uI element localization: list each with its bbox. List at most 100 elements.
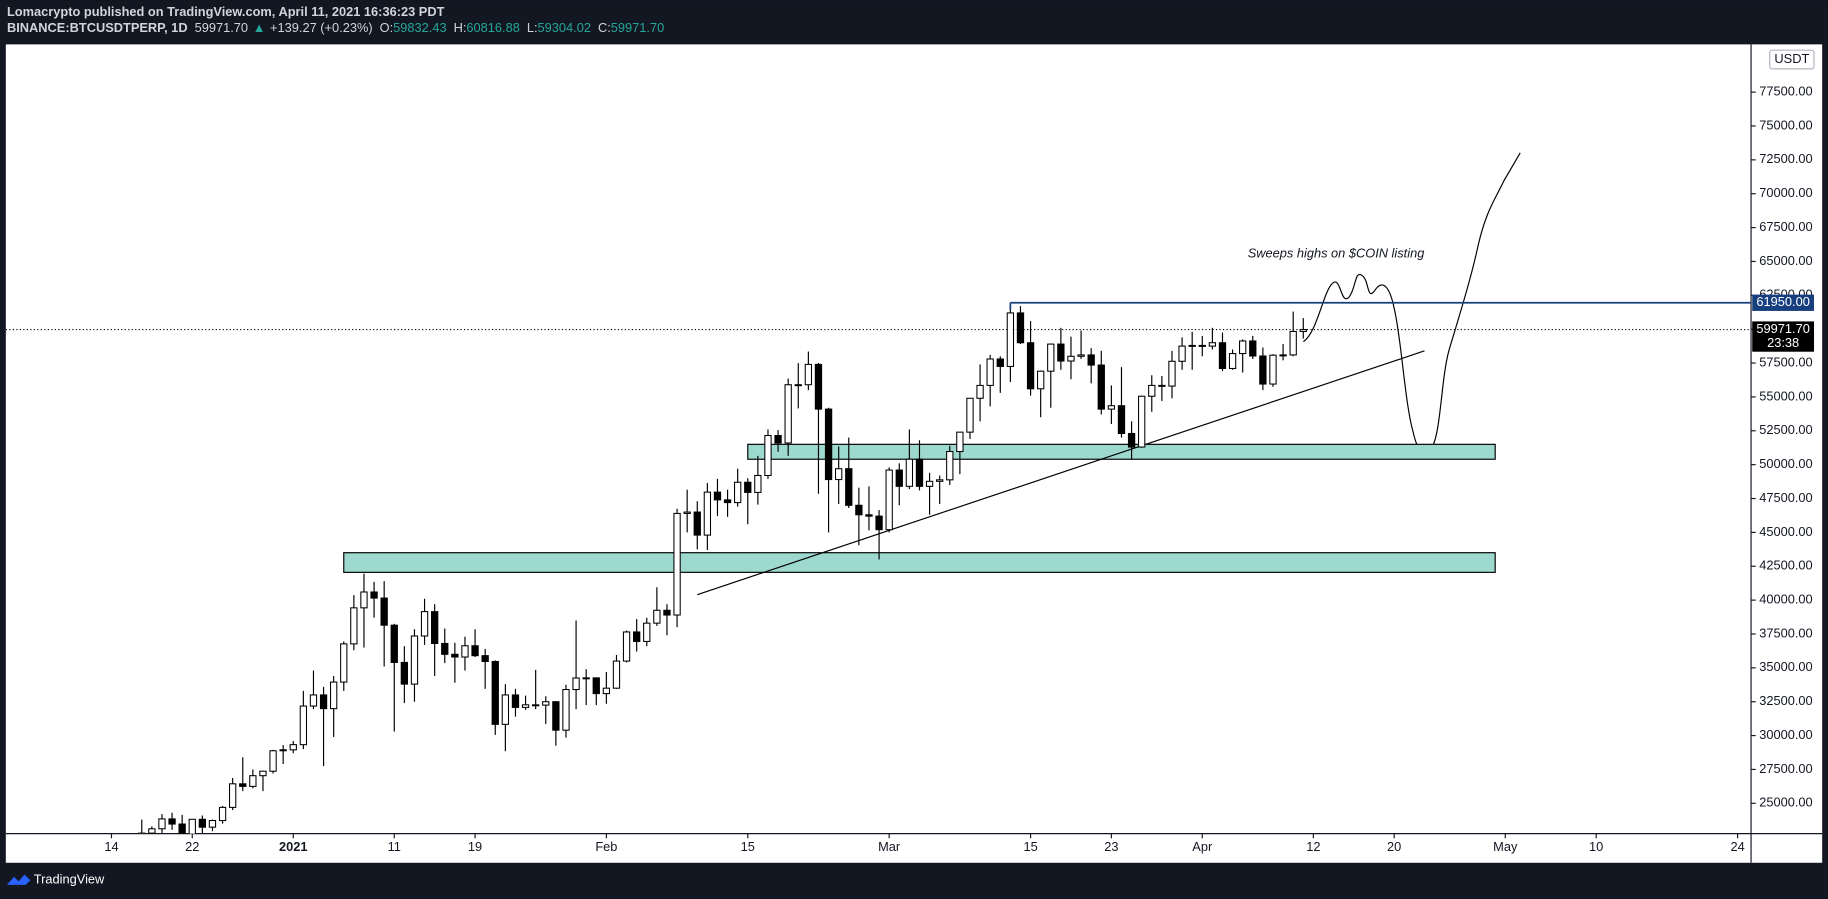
candle-body <box>542 701 550 706</box>
symbol: BINANCE:BTCUSDTPERP, 1D <box>7 21 188 36</box>
candle-body <box>855 504 863 516</box>
candle-body <box>1259 355 1267 385</box>
high-label: H: <box>454 21 467 36</box>
candle-body <box>218 806 227 822</box>
last-price-box <box>1752 321 1815 352</box>
candle-body <box>1148 384 1156 397</box>
candle-body <box>521 704 530 708</box>
candle-body <box>895 469 903 487</box>
candle-body <box>1198 344 1206 347</box>
candle-body <box>269 750 277 772</box>
candle-body <box>633 631 641 642</box>
x-tick-label: 15 <box>741 839 755 854</box>
y-tick-label: 37500.00 <box>1759 625 1812 640</box>
x-tick-label: 23 <box>1104 839 1118 854</box>
candle-body <box>885 469 893 531</box>
candle-body <box>410 635 419 685</box>
candle-body <box>1269 354 1277 385</box>
candle-body <box>1188 344 1196 347</box>
candle-body <box>875 515 883 531</box>
candle-body <box>289 744 297 751</box>
candle-body <box>249 775 257 787</box>
candle-body <box>1026 342 1035 390</box>
candle-body <box>491 660 499 725</box>
low-label: L: <box>527 21 538 36</box>
candle-body <box>1289 330 1297 356</box>
candle-body <box>158 818 166 830</box>
x-tick-label: 2021 <box>279 839 308 854</box>
y-tick-label: 65000.00 <box>1759 253 1812 268</box>
candle-body <box>229 783 237 808</box>
candle-body <box>723 499 732 504</box>
candle-body <box>622 631 631 662</box>
x-tick-label: 19 <box>468 839 482 854</box>
y-tick-label: 30000.00 <box>1759 727 1812 742</box>
y-tick-label: 25000.00 <box>1759 795 1812 810</box>
symbol-line: BINANCE:BTCUSDTPERP, 1D 59971.70 ▲ +139.27 … <box>7 21 664 36</box>
footer-logo <box>6 874 31 885</box>
candle-body <box>562 689 570 731</box>
y-tick-label: 55000.00 <box>1759 388 1812 403</box>
candle-body <box>390 624 398 663</box>
candle-body <box>1067 355 1075 362</box>
candle-body <box>683 511 691 514</box>
last-price: 59971.70 <box>195 21 248 36</box>
candle-body <box>1138 395 1146 448</box>
last-price-label: 59971.70 <box>1756 321 1809 336</box>
candle-body <box>198 818 207 828</box>
candle-body <box>1178 345 1186 362</box>
candle-body <box>420 611 429 637</box>
currency[interactable]: USDT <box>1774 51 1809 66</box>
candle-body <box>734 481 742 504</box>
y-tick-label: 42500.00 <box>1759 558 1812 573</box>
candle-body <box>693 511 701 536</box>
x-tick-label: Mar <box>878 839 901 854</box>
candle-body <box>976 384 984 399</box>
candle-body <box>208 819 217 828</box>
candle-body <box>764 435 772 477</box>
candle-body <box>1016 312 1025 344</box>
candle-body <box>754 474 762 493</box>
candle-body <box>309 694 318 707</box>
candle-body <box>532 704 540 707</box>
candle-body <box>1239 340 1247 355</box>
x-tick-label: 22 <box>185 839 199 854</box>
zone <box>747 443 1496 460</box>
x-tick-label: 10 <box>1589 839 1603 854</box>
candle-body <box>572 677 580 691</box>
candle-body <box>1168 360 1176 387</box>
x-tick-label: Feb <box>595 839 617 854</box>
candle-body <box>1218 342 1227 369</box>
candle-body <box>582 677 590 680</box>
candle-body <box>148 828 156 834</box>
candle-body <box>905 458 914 487</box>
candle-body <box>178 823 186 834</box>
candle-body <box>804 363 813 386</box>
candle-body <box>380 597 388 626</box>
candle-body <box>1097 364 1105 410</box>
candle-body <box>653 609 661 624</box>
candle-body <box>330 681 338 710</box>
x-tick-label: 20 <box>1387 839 1401 854</box>
candle-body <box>673 512 681 616</box>
candle-body <box>511 694 520 708</box>
candle-body <box>602 687 611 695</box>
y-tick-label: 40000.00 <box>1759 592 1812 607</box>
y-tick-label: 32500.00 <box>1759 693 1812 708</box>
candle-body <box>340 643 348 683</box>
candle-body <box>946 450 954 481</box>
x-tick-label: 15 <box>1023 839 1037 854</box>
candle-body <box>481 655 489 663</box>
candle-body <box>1087 354 1095 366</box>
x-tick-label: 12 <box>1306 839 1320 854</box>
y-tick-label: 70000.00 <box>1759 185 1812 200</box>
candle-body <box>986 358 994 386</box>
x-tick-label: 11 <box>388 839 401 854</box>
candle-body <box>845 468 853 506</box>
annotation: Sweeps highs on $COIN listing <box>1248 246 1425 261</box>
level-label: 61950.00 <box>1756 294 1809 309</box>
y-tick-label: 45000.00 <box>1759 524 1812 539</box>
y-tick-label: 75000.00 <box>1759 117 1812 132</box>
currency-box[interactable] <box>1769 49 1815 70</box>
